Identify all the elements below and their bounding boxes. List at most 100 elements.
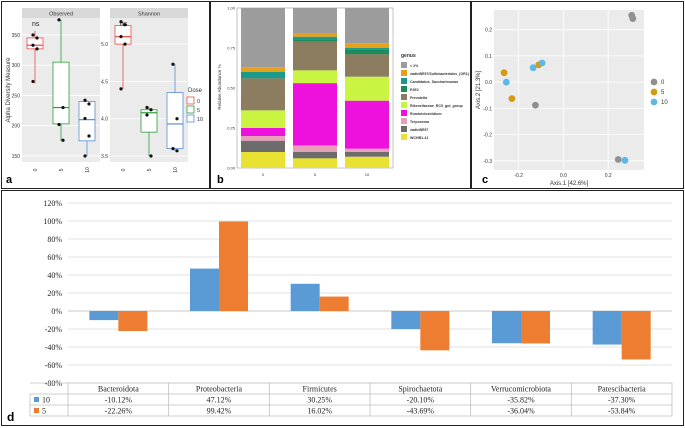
d-data-label: -35.82% — [507, 396, 535, 405]
panel-d-chart: 120% 100% 80% 60% 40% 20% 0% -20% -40% -60% -80% Ba… — [29, 199, 673, 417]
panel-c-chart: 0.2 0.1 0.0 -0.1 -0.2 -0.3 -0.2 0.0 0.2 Axis.1 [4… — [476, 10, 668, 187]
b-legend-label: Ruminiclostridium — [410, 112, 442, 116]
b-bar-segment — [293, 36, 337, 40]
b-bar-segment — [345, 100, 389, 149]
b-xtick-label: 10 — [365, 172, 370, 177]
a-legend-swatch — [186, 96, 195, 105]
b-bar-segment — [241, 72, 285, 79]
b-legend-swatch — [401, 78, 407, 84]
b-legend-swatch — [401, 94, 407, 100]
c-ytick-label: 0.1 — [485, 54, 492, 60]
b-bar-segment — [293, 145, 337, 152]
c-point — [614, 156, 622, 163]
a-point — [31, 79, 35, 84]
b-bar-segment — [345, 54, 389, 77]
d-bar — [420, 311, 450, 351]
d-data-label: -37.30% — [608, 396, 636, 405]
a-point — [87, 102, 91, 106]
b-xtick-label: 0 — [262, 172, 265, 177]
a-point — [35, 36, 39, 40]
a-xtick-label: 10 — [85, 167, 91, 173]
b-ytick-label: 0.25 — [227, 126, 236, 131]
a-point — [87, 134, 91, 138]
a-ytick-label: 300 — [12, 63, 21, 69]
d-bar — [621, 311, 651, 360]
c-legend-dot — [650, 98, 658, 106]
a-ytick-label: 200 — [12, 124, 21, 130]
c-xlabel: Axis.1 [42.6%] — [550, 181, 589, 187]
c-ytick-label: 0.2 — [485, 28, 492, 34]
d-ytick-label: 100% — [43, 217, 62, 226]
a-facet-strip — [110, 8, 188, 18]
b-bar-segment — [293, 8, 337, 34]
d-ytick-label: -60% — [45, 361, 63, 370]
d-series-label: 5 — [42, 407, 46, 416]
b-xtick-label: 5 — [314, 172, 317, 177]
a-significance: ns — [120, 21, 128, 28]
c-xtick-label: 0.2 — [605, 173, 612, 179]
a-point — [123, 23, 127, 27]
a-point — [61, 138, 65, 142]
b-legend-label: Prevotella — [410, 96, 428, 100]
a-ytick-label: 4.0 — [101, 117, 108, 123]
b-bar-segment — [345, 148, 389, 152]
a-ytick-label: 350 — [12, 33, 21, 39]
d-ytick-label: 0% — [51, 307, 62, 316]
d-bar — [319, 296, 349, 311]
d-data-label: -36.04% — [507, 407, 535, 416]
b-bar-segment — [293, 40, 337, 42]
b-legend-label: P2E2 — [410, 88, 419, 92]
a-facet-strip — [22, 8, 100, 18]
d-series-label: 10 — [42, 396, 50, 405]
c-ytick-label: -0.2 — [483, 133, 492, 139]
d-legend-key — [34, 397, 39, 402]
b-legend-label: < 2% — [410, 64, 419, 68]
a-legend-label: 5 — [197, 108, 200, 114]
a-point — [175, 149, 179, 153]
b-bar-segment — [241, 110, 285, 128]
b-legend-swatch — [401, 86, 407, 92]
b-legend-swatch — [401, 70, 407, 76]
c-xtick-label: -0.2 — [514, 173, 523, 179]
b-bar-segment — [241, 136, 285, 141]
a-point — [119, 20, 123, 24]
d-ytick-label: -20% — [45, 325, 63, 334]
panel-d-label: d — [7, 410, 15, 424]
b-bar-segment — [345, 152, 389, 157]
c-ylabel: Axis.2 [21.3%] — [476, 70, 482, 109]
b-ytick-label: 0.50 — [227, 86, 236, 91]
b-bar-segment — [241, 78, 285, 111]
panel-a-label: a — [6, 174, 13, 186]
c-point — [500, 69, 508, 77]
d-ytick-label: 60% — [47, 253, 62, 262]
d-data-label: 16.02% — [307, 407, 332, 416]
b-legend-title: genus — [401, 53, 416, 59]
d-legend-key — [34, 408, 39, 413]
c-legend-dot — [650, 88, 658, 96]
panel-c: 0.2 0.1 0.0 -0.1 -0.2 -0.3 -0.2 0.0 0.2 Axis.1 [4… — [471, 1, 684, 189]
a-point — [171, 62, 175, 66]
a-xtick-label: 5 — [147, 168, 153, 171]
d-ytick-label: 80% — [47, 235, 62, 244]
d-data-label: 30.25% — [307, 396, 332, 405]
d-category-label: Proteobacteria — [196, 385, 243, 394]
panel-c-label: c — [482, 174, 489, 186]
d-ytick-label: -40% — [45, 343, 63, 352]
b-bar-segment — [241, 152, 285, 168]
d-bar — [190, 268, 219, 311]
a-point — [83, 116, 87, 121]
b-bar-segment — [241, 140, 285, 152]
b-bar-segment — [345, 8, 389, 44]
d-category-label: Spirochaetota — [398, 385, 442, 394]
b-legend-swatch — [401, 118, 407, 124]
b-legend-label: vadinBE97/Sulfobacteriales_(OR1) — [410, 72, 470, 76]
a-legend-title: Dose — [188, 88, 203, 94]
c-point — [532, 101, 539, 109]
panel-a-chart: Alpha Diversity Measure Observed 350 300 250… — [6, 8, 203, 173]
b-ytick-label: 1.00 — [227, 6, 236, 11]
a-point — [31, 33, 35, 37]
b-legend-label: Rikenellaceae_RC9_gut_group — [410, 104, 464, 108]
d-category-label: Firmicutes — [303, 385, 337, 394]
a-ytick-label: 250 — [12, 93, 21, 99]
d-category-label: Verrucomicrobiota — [491, 385, 551, 394]
